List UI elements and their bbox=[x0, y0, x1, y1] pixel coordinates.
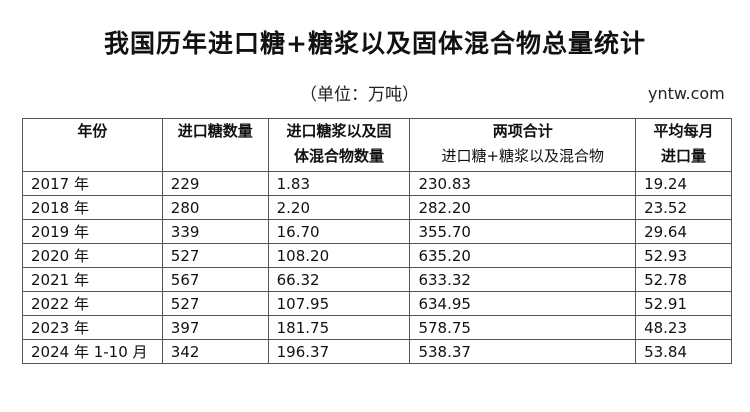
cell-sugar: 339 bbox=[161, 219, 269, 244]
table-row: 2022 年 527 107.95 634.95 52.91 bbox=[22, 291, 732, 316]
header-syrup: 进口糖浆以及固 体混合物数量 bbox=[267, 118, 411, 172]
table-row: 2024 年 1-10 月 342 196.37 538.37 53.84 bbox=[22, 339, 732, 364]
site-watermark: yntw.com bbox=[648, 84, 725, 103]
import-table: 年份 进口糖数量 进口糖浆以及固 体混合物数量 两项合计进口糖+糖浆以及混合物 平… bbox=[22, 118, 732, 364]
unit-label: （单位：万吨） bbox=[300, 85, 419, 105]
cell-sugar: 342 bbox=[161, 339, 269, 364]
cell-monthly: 52.91 bbox=[635, 291, 732, 316]
cell-syrup: 16.70 bbox=[267, 219, 411, 244]
cell-total: 634.95 bbox=[409, 291, 637, 316]
cell-syrup: 196.37 bbox=[267, 339, 411, 364]
cell-monthly: 19.24 bbox=[635, 171, 732, 196]
cell-total: 538.37 bbox=[409, 339, 637, 364]
cell-total: 282.20 bbox=[409, 195, 637, 220]
cell-total: 355.70 bbox=[409, 219, 637, 244]
header-total: 两项合计进口糖+糖浆以及混合物 bbox=[409, 118, 637, 172]
cell-sugar: 229 bbox=[161, 171, 269, 196]
table-row: 2017 年 229 1.83 230.83 19.24 bbox=[22, 171, 732, 196]
cell-year: 2020 年 bbox=[22, 243, 163, 268]
cell-year: 2024 年 1-10 月 bbox=[22, 339, 163, 364]
header-text: 两项合计 bbox=[492, 122, 553, 140]
header-sugar: 进口糖数量 bbox=[161, 118, 269, 172]
table-row: 2018 年 280 2.20 282.20 23.52 bbox=[22, 195, 732, 220]
cell-year: 2023 年 bbox=[22, 315, 163, 340]
cell-syrup: 108.20 bbox=[267, 243, 411, 268]
cell-total: 230.83 bbox=[409, 171, 637, 196]
cell-syrup: 181.75 bbox=[267, 315, 411, 340]
header-text: 平均每月 bbox=[653, 122, 714, 140]
cell-syrup: 107.95 bbox=[267, 291, 411, 316]
cell-year: 2022 年 bbox=[22, 291, 163, 316]
cell-sugar: 397 bbox=[161, 315, 269, 340]
table-row: 2020 年 527 108.20 635.20 52.93 bbox=[22, 243, 732, 268]
header-text: 进口糖浆以及固 bbox=[286, 122, 392, 140]
table-row: 2023 年 397 181.75 578.75 48.23 bbox=[22, 315, 732, 340]
cell-total: 635.20 bbox=[409, 243, 637, 268]
cell-sugar: 527 bbox=[161, 291, 269, 316]
cell-monthly: 53.84 bbox=[635, 339, 732, 364]
cell-syrup: 1.83 bbox=[267, 171, 411, 196]
cell-total: 633.32 bbox=[409, 267, 637, 292]
cell-sugar: 280 bbox=[161, 195, 269, 220]
header-row: 年份 进口糖数量 进口糖浆以及固 体混合物数量 两项合计进口糖+糖浆以及混合物 平… bbox=[22, 118, 732, 172]
cell-monthly: 52.78 bbox=[635, 267, 732, 292]
header-text: 体混合物数量 bbox=[294, 147, 385, 165]
cell-syrup: 66.32 bbox=[267, 267, 411, 292]
page-title: 我国历年进口糖+糖浆以及固体混合物总量统计 bbox=[104, 29, 646, 58]
header-monthly: 平均每月 进口量 bbox=[635, 118, 732, 172]
cell-sugar: 567 bbox=[161, 267, 269, 292]
cell-sugar: 527 bbox=[161, 243, 269, 268]
cell-monthly: 48.23 bbox=[635, 315, 732, 340]
header-year: 年份 bbox=[22, 118, 163, 172]
cell-monthly: 52.93 bbox=[635, 243, 732, 268]
header-text: 年份 bbox=[77, 122, 108, 140]
header-subtext: 进口糖+糖浆以及混合物 bbox=[441, 147, 605, 165]
cell-monthly: 23.52 bbox=[635, 195, 732, 220]
header-text: 进口糖数量 bbox=[177, 122, 253, 140]
cell-total: 578.75 bbox=[409, 315, 637, 340]
header-text: 进口量 bbox=[661, 147, 707, 165]
table-row: 2021 年 567 66.32 633.32 52.78 bbox=[22, 267, 732, 292]
cell-monthly: 29.64 bbox=[635, 219, 732, 244]
cell-year: 2019 年 bbox=[22, 219, 163, 244]
table-row: 2019 年 339 16.70 355.70 29.64 bbox=[22, 219, 732, 244]
cell-year: 2021 年 bbox=[22, 267, 163, 292]
cell-year: 2018 年 bbox=[22, 195, 163, 220]
cell-syrup: 2.20 bbox=[267, 195, 411, 220]
cell-year: 2017 年 bbox=[22, 171, 163, 196]
